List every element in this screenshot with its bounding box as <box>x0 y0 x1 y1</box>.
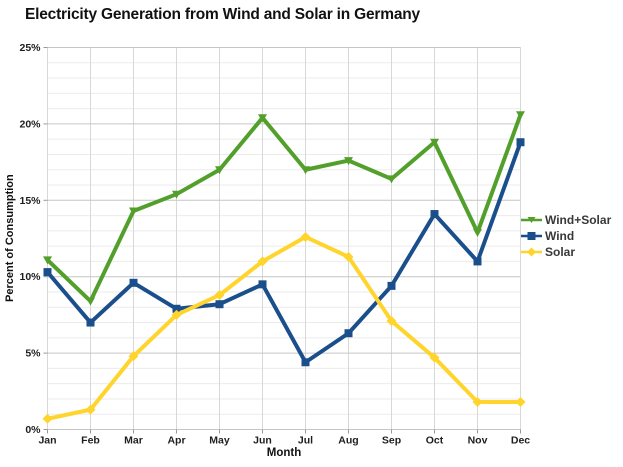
svg-text:Mar: Mar <box>124 435 143 447</box>
svg-text:Aug: Aug <box>338 435 358 447</box>
svg-text:Jun: Jun <box>253 435 272 447</box>
legend-label: Wind <box>545 229 575 243</box>
legend: Wind+Solar Wind Solar <box>521 212 611 260</box>
legend-item-wind: Wind <box>521 228 611 244</box>
wind-legend-marker-icon <box>521 232 542 240</box>
legend-label: Wind+Solar <box>545 213 612 227</box>
svg-text:Apr: Apr <box>167 435 185 447</box>
svg-text:Sep: Sep <box>382 435 401 447</box>
svg-text:25%: 25% <box>19 42 41 54</box>
svg-text:15%: 15% <box>19 195 41 207</box>
svg-text:Jan: Jan <box>38 435 56 447</box>
x-axis-title: Month <box>266 447 302 459</box>
chart-title: Electricity Generation from Wind and Sol… <box>25 6 420 23</box>
svg-text:10%: 10% <box>19 271 41 283</box>
svg-text:0%: 0% <box>25 424 41 436</box>
svg-text:Feb: Feb <box>81 435 100 447</box>
solar-legend-marker-icon <box>521 247 542 257</box>
legend-item-wind-solar: Wind+Solar <box>521 212 611 228</box>
svg-text:5%: 5% <box>25 348 41 360</box>
svg-text:Nov: Nov <box>468 435 488 447</box>
svg-text:Dec: Dec <box>511 435 530 447</box>
svg-text:Oct: Oct <box>426 435 444 447</box>
svg-text:Jul: Jul <box>298 435 313 447</box>
wind-solar-legend-marker-icon <box>521 217 542 223</box>
svg-text:May: May <box>209 435 230 447</box>
legend-item-solar: Solar <box>521 244 611 260</box>
svg-text:20%: 20% <box>19 118 41 130</box>
legend-label: Solar <box>545 245 576 259</box>
